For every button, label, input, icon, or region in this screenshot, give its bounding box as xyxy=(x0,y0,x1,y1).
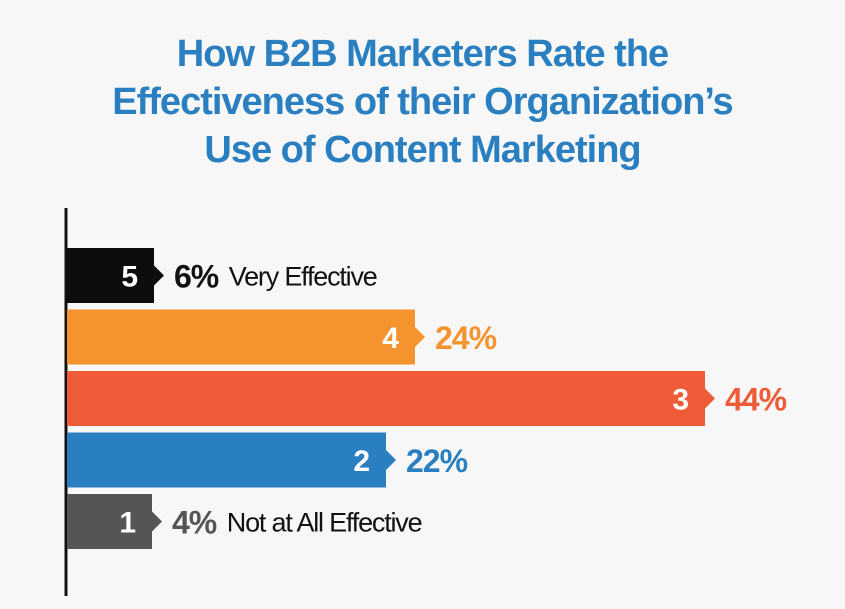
bar-level-label: 3 xyxy=(672,384,689,417)
bar-value-label: 22% xyxy=(406,443,468,479)
bar-row-4: 4 24% xyxy=(67,309,498,365)
chart-title: How B2B Marketers Rate the Effectiveness… xyxy=(0,30,845,174)
bar-value-label: 4% xyxy=(172,505,217,541)
bar-level-label: 5 xyxy=(121,261,138,294)
title-line-1: How B2B Marketers Rate the xyxy=(176,33,669,75)
title-line-3: Use of Content Marketing xyxy=(204,129,641,171)
bar-level-label: 4 xyxy=(382,322,399,355)
bar-level-label: 2 xyxy=(353,445,370,478)
bar-row-1: 1 4% Not at All Effective xyxy=(67,494,423,549)
bar-value-label: 24% xyxy=(435,320,497,356)
bar-level-label: 1 xyxy=(119,507,136,540)
bar-value-label: 44% xyxy=(725,382,787,418)
bar-row-5: 5 6% Very Effective xyxy=(67,248,378,303)
bar-value-label: 6% xyxy=(174,259,219,295)
bar-description: Not at All Effective xyxy=(227,508,422,538)
bar-description: Very Effective xyxy=(229,262,377,292)
bar-row-3: 3 44% xyxy=(67,371,788,426)
title-line-2: Effectiveness of their Organization’s xyxy=(112,81,733,123)
bar-3 xyxy=(67,371,715,426)
bar-row-2: 2 22% xyxy=(67,432,469,488)
bar-5 xyxy=(67,248,164,303)
bar-2 xyxy=(67,432,396,488)
bar-1 xyxy=(67,494,162,549)
bar-4 xyxy=(67,309,425,365)
